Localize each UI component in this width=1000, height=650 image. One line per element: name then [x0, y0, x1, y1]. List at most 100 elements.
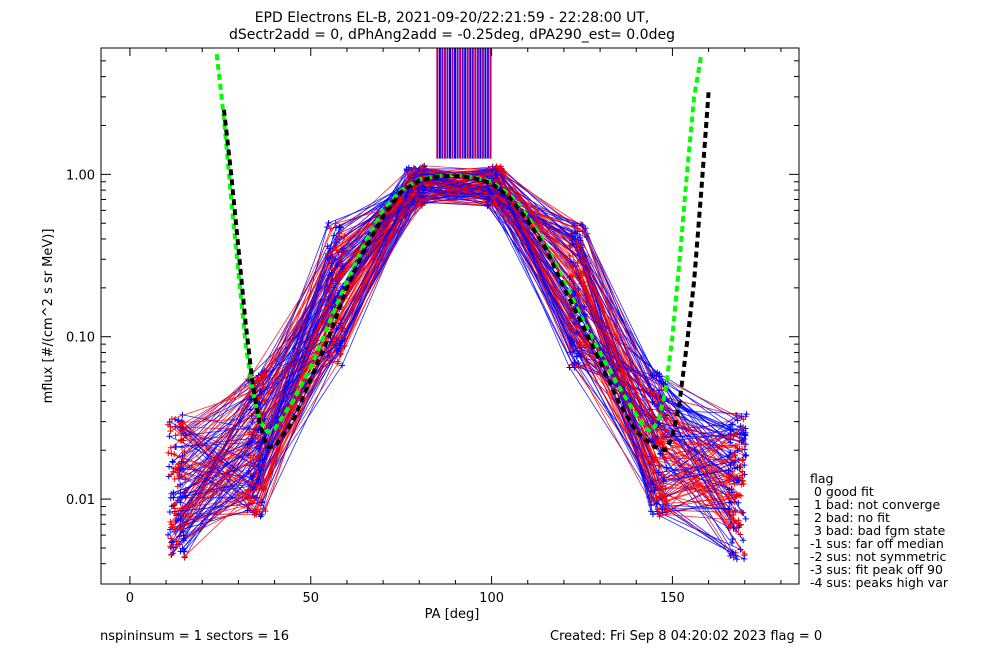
data-point-marker — [741, 436, 748, 443]
data-point-marker — [333, 224, 340, 231]
data-point-marker — [169, 459, 176, 466]
data-point-marker — [418, 165, 425, 172]
data-point-marker — [568, 336, 575, 343]
data-point-marker — [736, 491, 743, 498]
data-point-marker — [254, 375, 261, 382]
data-point-marker — [730, 525, 737, 532]
data-point-marker — [647, 508, 654, 515]
data-point-marker — [730, 554, 737, 561]
data-point-marker — [742, 515, 749, 522]
data-point-marker — [741, 462, 748, 469]
data-point-marker — [570, 259, 577, 266]
data-point-marker — [738, 508, 745, 515]
data-point-marker — [404, 193, 411, 200]
data-point-marker — [177, 421, 184, 428]
data-point-marker — [656, 420, 663, 427]
data-point-marker — [257, 466, 264, 473]
data-point-marker — [178, 458, 185, 465]
chart-subtitle: dSectr2add = 0, dPhAng2add = -0.25deg, d… — [229, 27, 675, 43]
data-point-marker — [485, 193, 492, 200]
data-point-marker — [730, 431, 737, 438]
data-point-marker — [421, 187, 428, 194]
data-point-marker — [166, 433, 173, 440]
spectrum-trace — [184, 184, 744, 507]
data-point-marker — [169, 538, 176, 545]
data-point-marker — [177, 493, 184, 500]
spectrum-trace — [169, 188, 734, 540]
data-point-marker — [171, 476, 178, 483]
data-point-marker — [334, 358, 341, 365]
data-point-marker — [333, 247, 340, 254]
data-point-marker — [727, 462, 734, 469]
data-point-marker — [182, 493, 189, 500]
legend-entry: 0 good fit — [810, 484, 874, 499]
data-point-marker — [250, 461, 257, 468]
data-point-marker — [262, 508, 269, 515]
data-point-marker — [330, 284, 337, 291]
data-point-marker — [339, 263, 346, 270]
data-point-marker — [167, 444, 174, 451]
data-point-marker — [653, 501, 660, 508]
data-point-marker — [739, 472, 746, 479]
y-axis-label: mflux [#/(cm^2 s sr MeV)] — [41, 229, 56, 404]
legend-entry: -2 sus: not symmetric — [810, 549, 946, 564]
data-point-marker — [181, 553, 188, 560]
y-tick-label: 0.10 — [66, 331, 95, 346]
data-point-marker — [574, 353, 581, 360]
data-point-marker — [740, 537, 747, 544]
spectrum-trace — [173, 191, 738, 498]
data-point-marker — [327, 338, 334, 345]
data-point-marker — [176, 525, 183, 532]
data-point-marker — [741, 555, 748, 562]
data-point-marker — [177, 437, 184, 444]
data-point-marker — [566, 252, 573, 259]
data-point-marker — [579, 222, 586, 229]
spectrum-trace — [180, 180, 746, 519]
data-point-marker — [262, 486, 269, 493]
data-point-marker — [742, 413, 749, 420]
data-point-marker — [328, 256, 335, 263]
data-point-marker — [165, 449, 172, 456]
data-point-marker — [254, 453, 261, 460]
data-point-marker — [259, 380, 266, 387]
data-point-marker — [573, 322, 580, 329]
data-point-marker — [259, 456, 266, 463]
x-tick-label: 50 — [302, 591, 319, 606]
footer-info: nspininsum = 1 sectors = 16 — [100, 629, 289, 644]
data-point-marker — [574, 225, 581, 232]
data-point-marker — [580, 260, 587, 267]
data-point-marker — [569, 263, 576, 270]
data-point-marker — [253, 494, 260, 501]
data-point-marker — [740, 456, 747, 463]
data-point-marker — [180, 535, 187, 542]
spectrum-trace — [171, 177, 734, 542]
data-point-marker — [730, 459, 737, 466]
data-point-marker — [655, 387, 662, 394]
data-point-marker — [660, 477, 667, 484]
data-point-marker — [170, 489, 177, 496]
data-point-marker — [173, 443, 180, 450]
x-tick-label: 150 — [660, 591, 685, 606]
data-point-marker — [662, 455, 669, 462]
data-point-marker — [485, 187, 492, 194]
data-point-marker — [653, 439, 660, 446]
legend-title: flag — [810, 471, 833, 486]
data-point-marker — [732, 508, 739, 515]
legend-entry: -3 sus: fit peak off 90 — [810, 562, 943, 577]
data-point-marker — [337, 340, 344, 347]
flag-legend: flag 0 good fit 1 bad: not converge 2 ba… — [810, 471, 949, 590]
data-point-marker — [728, 515, 735, 522]
data-point-marker — [175, 512, 182, 519]
data-point-marker — [168, 539, 175, 546]
axis-layer: 0 50 100 150 0.01 0.10 1.00 — [66, 47, 799, 606]
data-point-marker — [725, 505, 732, 512]
data-point-marker — [743, 411, 750, 418]
data-point-marker — [175, 461, 182, 468]
data-point-marker — [660, 380, 667, 387]
data-point-marker — [728, 454, 735, 461]
data-point-marker — [256, 509, 263, 516]
data-point-marker — [498, 165, 505, 172]
chart-title: EPD Electrons EL-B, 2021-09-20/22:21:59 … — [255, 10, 650, 26]
fit-curve-black — [221, 92, 711, 453]
legend-entry: -4 sus: peaks high var — [810, 575, 949, 590]
